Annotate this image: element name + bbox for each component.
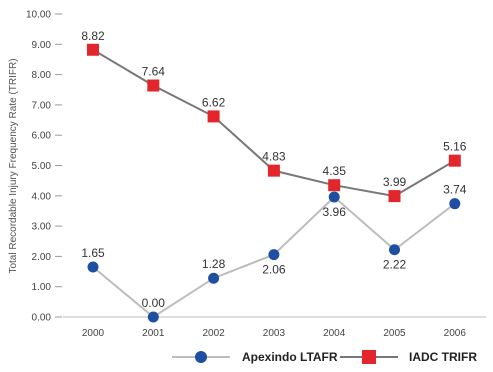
y-tick-label: 9.00 <box>32 40 52 51</box>
x-tick-label: 2005 <box>383 328 406 339</box>
apexindo-point <box>147 311 159 323</box>
data-label: 1.28 <box>202 257 226 271</box>
legend-item-apexindo: Apexindo LTAFR <box>172 350 338 364</box>
data-label: 3.96 <box>323 205 347 219</box>
data-label: 4.83 <box>262 150 286 164</box>
plot-area <box>87 43 461 323</box>
iadc-point <box>207 110 220 123</box>
x-tick-label: 2003 <box>263 328 286 339</box>
legend-item-iadc: IADC TRIFR <box>340 350 477 364</box>
iadc-point <box>87 43 99 56</box>
y-tick-label: 4.00 <box>32 191 52 202</box>
apexindo-point <box>389 244 400 256</box>
y-tick-label: 2.00 <box>32 252 52 263</box>
legend-label: Apexindo LTAFR <box>242 350 338 364</box>
apexindo-point <box>208 272 220 284</box>
y-tick-label: 0.00 <box>32 313 52 324</box>
x-tick-label: 2002 <box>202 328 225 339</box>
y-tick-label: 8.00 <box>32 70 52 81</box>
legend: Apexindo LTAFR IADC TRIFR <box>172 350 477 364</box>
data-labels: 1.65 0.00 1.28 2.06 3.96 2.22 3.74 8.82 7.64 6.62… <box>81 29 466 310</box>
apexindo-point <box>449 198 461 210</box>
apexindo-point <box>87 261 99 273</box>
data-label: 1.65 <box>81 246 105 260</box>
iadc-point <box>267 164 280 177</box>
iadc-point <box>328 179 341 192</box>
y-tick-label: 7.00 <box>32 100 52 111</box>
data-label: 2.22 <box>383 258 407 272</box>
data-label: 7.64 <box>142 65 166 79</box>
data-label: 3.74 <box>443 183 467 197</box>
y-tick-label: 1.00 <box>32 282 52 293</box>
x-tick-label: 2006 <box>444 328 467 339</box>
legend-label: IADC TRIFR <box>409 350 477 364</box>
data-label: 8.82 <box>81 29 105 43</box>
y-axis-label: Total Recordable Injury Frequency Rate (… <box>8 58 19 273</box>
apexindo-point <box>328 191 340 203</box>
x-tick-label: 2004 <box>323 328 346 339</box>
legend-marker <box>195 351 207 363</box>
y-tick-label: 5.00 <box>32 161 52 172</box>
iadc-point <box>388 190 401 203</box>
data-label: 2.06 <box>262 263 286 277</box>
x-tick-label: 2001 <box>142 328 165 339</box>
data-label: 5.16 <box>443 140 467 154</box>
x-axis: 2000 2001 2002 2003 2004 2005 2006 <box>82 328 466 339</box>
data-label: 3.99 <box>383 175 407 189</box>
data-label: 4.35 <box>323 164 347 178</box>
x-tick-label: 2000 <box>82 328 105 339</box>
apexindo-point <box>268 249 280 261</box>
iadc-point <box>147 79 160 92</box>
iadc-point <box>448 154 461 167</box>
y-tick-label: 6.00 <box>32 131 52 142</box>
data-label: 6.62 <box>202 95 226 109</box>
legend-marker <box>362 350 376 364</box>
data-label: 0.00 <box>142 296 166 310</box>
y-tick-label: 10.00 <box>26 10 51 21</box>
y-axis: 0.00 1.00 2.00 3.00 4.00 5.00 6.00 7.00 8.00 9.00… <box>26 10 62 324</box>
y-tick-label: 3.00 <box>32 222 52 233</box>
